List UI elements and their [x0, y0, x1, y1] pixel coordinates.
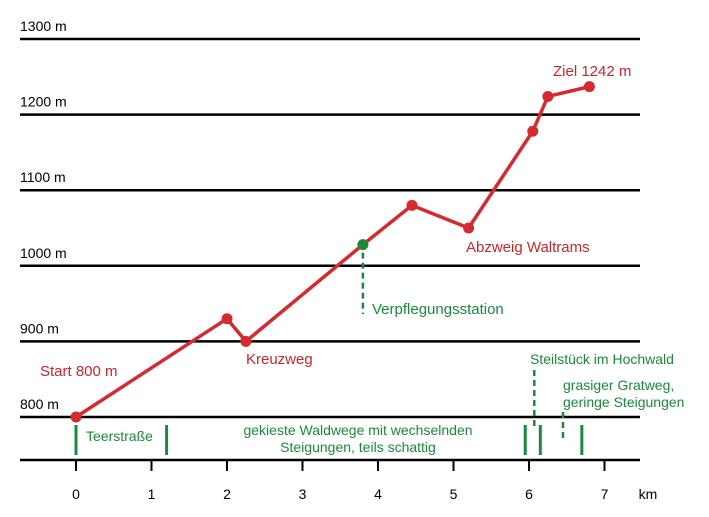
- segment-label-teerstrasse: Teerstraße: [86, 428, 153, 444]
- y-axis-labels: 800 m 900 m 1000 m 1100 m 1200 m 1300 m: [20, 18, 67, 412]
- annotation-verpflegung: Verpflegungsstation: [372, 301, 504, 318]
- x-tick-label: 4: [374, 486, 382, 502]
- x-tick-label: 7: [601, 486, 609, 502]
- x-axis-unit: km: [639, 486, 658, 502]
- x-axis-labels: 0 1 2 3 4 5 6 7: [72, 486, 609, 502]
- segment-label-waldwege-2: Steigungen, teils schattig: [280, 439, 436, 455]
- annotation-start: Start 800 m: [40, 363, 118, 380]
- route-point-1: [221, 313, 233, 325]
- y-tick-label: 1100 m: [20, 169, 66, 185]
- segment-label-steilstueck: Steilstück im Hochwald: [530, 351, 674, 367]
- annotation-ziel: Ziel 1242 m: [553, 63, 631, 80]
- x-tick-label: 6: [525, 486, 533, 502]
- x-axis: [20, 458, 640, 471]
- x-tick-label: 0: [72, 486, 80, 502]
- route-point-5: [463, 222, 475, 234]
- y-tick-label: 1000 m: [20, 245, 67, 261]
- annotation-abzweig: Abzweig Waltrams: [466, 239, 590, 256]
- x-tick-label: 3: [299, 486, 307, 502]
- route-point-4: [406, 199, 418, 211]
- y-tick-label: 900 m: [20, 320, 59, 336]
- y-tick-label: 1300 m: [20, 18, 67, 34]
- segment-markers: [74, 252, 584, 455]
- route-point-0: [70, 411, 82, 423]
- x-tick-label: 2: [223, 486, 231, 502]
- route-series: [70, 81, 595, 423]
- gridlines: [20, 37, 640, 419]
- segment-label-waldwege-1: gekieste Waldwege mit wechselnden: [243, 422, 472, 438]
- annotation-kreuzweg: Kreuzweg: [246, 351, 313, 368]
- route-point-6: [527, 125, 539, 137]
- segment-label-gratweg-1: grasiger Gratweg,: [563, 377, 674, 393]
- route-point-7: [542, 90, 554, 102]
- segment-label-gratweg-2: geringe Steigungen: [563, 394, 684, 410]
- route-point-2: [240, 335, 252, 347]
- x-tick-label: 5: [450, 486, 458, 502]
- y-tick-label: 800 m: [20, 396, 59, 412]
- route-point-3: [357, 239, 369, 251]
- route-point-8: [583, 81, 595, 93]
- x-tick-label: 1: [148, 486, 156, 502]
- y-tick-label: 1200 m: [20, 94, 67, 110]
